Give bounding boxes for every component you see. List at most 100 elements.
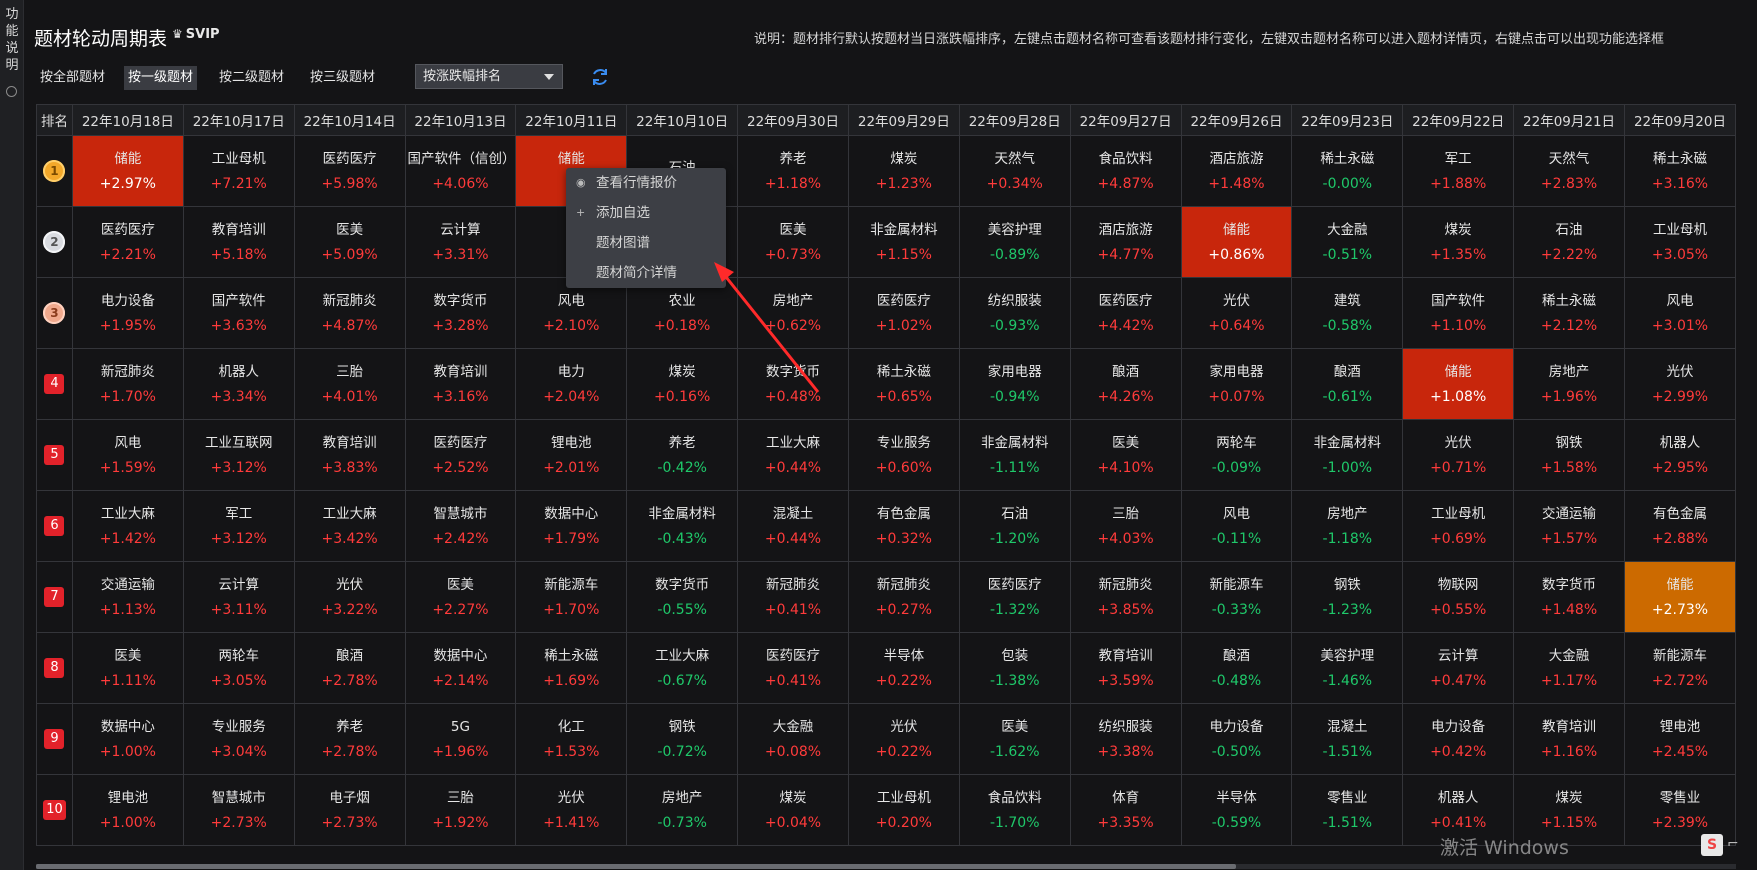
topic-name[interactable]: 医药医疗 — [987, 576, 1042, 593]
topic-cell[interactable]: 医药医疗 +0.41% — [737, 632, 849, 704]
topic-cell[interactable]: 云计算 +3.31% — [404, 206, 517, 278]
topic-name[interactable]: 养老 — [779, 150, 807, 167]
topic-cell[interactable]: 新冠肺炎 +4.87% — [293, 277, 406, 349]
topic-name[interactable]: 农业 — [668, 292, 696, 309]
topic-name[interactable]: 数据中心 — [433, 647, 488, 664]
topic-name[interactable]: 光伏 — [336, 576, 364, 593]
topic-name[interactable]: 新冠肺炎 — [1098, 576, 1153, 593]
topic-cell[interactable]: 电力设备 +1.95% — [71, 277, 184, 349]
topic-cell[interactable]: 医药医疗 +5.98% — [293, 135, 406, 207]
topic-name[interactable]: 工业大麻 — [100, 505, 155, 522]
topic-name[interactable]: 工业大麻 — [766, 434, 821, 451]
topic-cell[interactable]: 半导体 -0.59% — [1180, 774, 1293, 846]
topic-name[interactable]: 养老 — [336, 718, 364, 735]
topic-cell[interactable]: 风电 +2.10% — [515, 277, 628, 349]
column-header-date[interactable]: 22年09月27日 — [1069, 104, 1182, 136]
topic-name[interactable]: 煤炭 — [1444, 221, 1472, 238]
topic-cell[interactable]: 体育 +3.35% — [1069, 774, 1182, 846]
topic-name[interactable]: 数字货币 — [766, 363, 821, 380]
topic-name[interactable]: 教育培训 — [433, 363, 488, 380]
topic-name[interactable]: 数字货币 — [433, 292, 488, 309]
tab-level3-topics[interactable]: 按三级题材 — [310, 70, 376, 85]
topic-name[interactable]: 有色金属 — [876, 505, 931, 522]
topic-name[interactable]: 酿酒 — [1333, 363, 1361, 380]
feature-description-tab[interactable]: 功能说明 — [5, 7, 19, 73]
menu-item-topic-details[interactable]: 题材简介详情 — [566, 258, 726, 288]
topic-cell[interactable]: 风电 +1.59% — [71, 419, 184, 491]
topic-cell[interactable]: 医美 +5.09% — [293, 206, 406, 278]
topic-name[interactable]: 房地产 — [772, 292, 814, 309]
topic-cell[interactable]: 食品饮料 -1.70% — [958, 774, 1071, 846]
topic-cell[interactable]: 美容护理 -0.89% — [958, 206, 1071, 278]
topic-name[interactable]: 智慧城市 — [433, 505, 488, 522]
topic-name[interactable]: 稀土永磁 — [544, 647, 599, 664]
topic-cell[interactable]: 光伏 +3.22% — [293, 561, 406, 633]
topic-name[interactable]: 有色金属 — [1652, 505, 1707, 522]
topic-name[interactable]: 专业服务 — [876, 434, 931, 451]
topic-cell[interactable]: 工业母机 +7.21% — [182, 135, 295, 207]
topic-cell[interactable]: 纺织服装 -0.93% — [958, 277, 1071, 349]
topic-cell[interactable]: 两轮车 -0.09% — [1180, 419, 1293, 491]
topic-cell[interactable]: 机器人 +3.34% — [182, 348, 295, 420]
topic-name[interactable]: 非金属材料 — [648, 505, 716, 522]
topic-name[interactable]: 云计算 — [440, 221, 481, 238]
topic-cell[interactable]: 三胎 +1.92% — [404, 774, 517, 846]
topic-cell[interactable]: 稀土永磁 +2.12% — [1513, 277, 1625, 349]
topic-cell[interactable]: 电子烟 +2.73% — [293, 774, 406, 846]
topic-name[interactable]: 工业母机 — [876, 789, 931, 806]
topic-cell[interactable]: 国产软件 +3.63% — [182, 277, 295, 349]
topic-cell[interactable]: 储能 +2.97% — [71, 135, 184, 207]
topic-cell[interactable]: 光伏 +0.64% — [1180, 277, 1293, 349]
topic-name[interactable]: 建筑 — [1333, 292, 1361, 309]
topic-name[interactable]: 光伏 — [1666, 363, 1694, 380]
topic-name[interactable]: 锂电池 — [1659, 718, 1701, 735]
topic-name[interactable]: 混凝土 — [772, 505, 814, 522]
topic-cell[interactable]: 智慧城市 +2.42% — [404, 490, 517, 562]
topic-cell[interactable]: 储能 +1.08% — [1402, 348, 1515, 420]
topic-name[interactable]: 风电 — [557, 292, 585, 309]
topic-name[interactable]: 医药医疗 — [1098, 292, 1153, 309]
topic-cell[interactable]: 智慧城市 +2.73% — [182, 774, 295, 846]
topic-cell[interactable]: 养老 -0.42% — [626, 419, 739, 491]
topic-cell[interactable]: 交通运输 +1.57% — [1513, 490, 1625, 562]
tab-level2-topics[interactable]: 按二级题材 — [219, 70, 285, 85]
tray-icon[interactable]: ⌐ — [1727, 836, 1739, 852]
topic-cell[interactable]: 家用电器 +0.07% — [1180, 348, 1293, 420]
topic-name[interactable]: 非金属材料 — [870, 221, 938, 238]
topic-cell[interactable]: 房地产 -0.73% — [626, 774, 739, 846]
topic-name[interactable]: 美容护理 — [1320, 647, 1375, 664]
topic-cell[interactable]: 工业大麻 -0.67% — [626, 632, 739, 704]
topic-name[interactable]: 体育 — [1112, 789, 1140, 806]
topic-name[interactable]: 医药医疗 — [433, 434, 488, 451]
topic-cell[interactable]: 零售业 -1.51% — [1291, 774, 1404, 846]
topic-name[interactable]: 新冠肺炎 — [100, 363, 155, 380]
topic-cell[interactable]: 教育培训 +3.59% — [1069, 632, 1182, 704]
topic-name[interactable]: 医药医疗 — [100, 221, 155, 238]
topic-name[interactable]: 教育培训 — [1542, 718, 1597, 735]
tab-all-topics[interactable]: 按全部题材 — [40, 70, 106, 85]
topic-cell[interactable]: 专业服务 +0.60% — [847, 419, 960, 491]
topic-cell[interactable]: 风电 +3.01% — [1623, 277, 1736, 349]
topic-name[interactable]: 煤炭 — [1555, 789, 1583, 806]
menu-item-topic-graph[interactable]: 题材图谱 — [566, 228, 726, 258]
topic-cell[interactable]: 医美 +2.27% — [404, 561, 517, 633]
topic-name[interactable]: 非金属材料 — [980, 434, 1049, 451]
topic-cell[interactable]: 锂电池 +1.00% — [71, 774, 184, 846]
column-header-date[interactable]: 22年09月28日 — [958, 104, 1071, 136]
topic-cell[interactable]: 机器人 +2.95% — [1623, 419, 1736, 491]
topic-cell[interactable]: 混凝土 -1.51% — [1291, 703, 1404, 775]
topic-cell[interactable]: 混凝土 +0.44% — [737, 490, 849, 562]
topic-name[interactable]: 机器人 — [218, 363, 259, 380]
topic-cell[interactable]: 石油 +2.22% — [1513, 206, 1625, 278]
topic-name[interactable]: 家用电器 — [987, 363, 1042, 380]
topic-name[interactable]: 煤炭 — [779, 789, 807, 806]
column-header-date[interactable]: 22年10月18日 — [71, 104, 184, 136]
topic-cell[interactable]: 电力设备 -0.50% — [1180, 703, 1293, 775]
topic-name[interactable]: 大金融 — [1327, 221, 1368, 238]
topic-name[interactable]: 锂电池 — [551, 434, 592, 451]
topic-cell[interactable]: 国产软件（信创） +4.06% — [404, 135, 517, 207]
topic-name[interactable]: 房地产 — [1548, 363, 1590, 380]
topic-name[interactable]: 光伏 — [1444, 434, 1472, 451]
topic-cell[interactable]: 云计算 +3.11% — [182, 561, 295, 633]
topic-cell[interactable]: 医美 -1.62% — [958, 703, 1071, 775]
